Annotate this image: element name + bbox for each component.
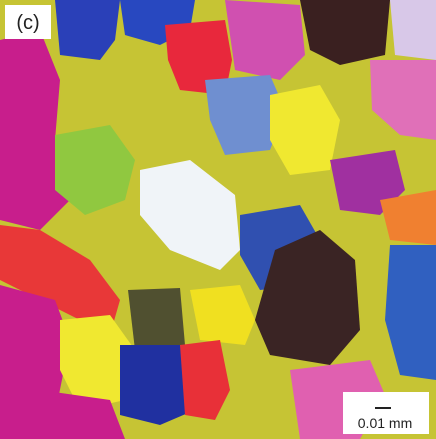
- grain-map: (c) 0.01 mm: [0, 0, 436, 439]
- grains: [0, 0, 436, 439]
- panel-label-box: (c): [5, 5, 51, 39]
- panel-label: (c): [16, 12, 39, 34]
- scale-bar-label: 0.01 mm: [358, 415, 412, 431]
- scale-bar-box: 0.01 mm: [343, 392, 429, 434]
